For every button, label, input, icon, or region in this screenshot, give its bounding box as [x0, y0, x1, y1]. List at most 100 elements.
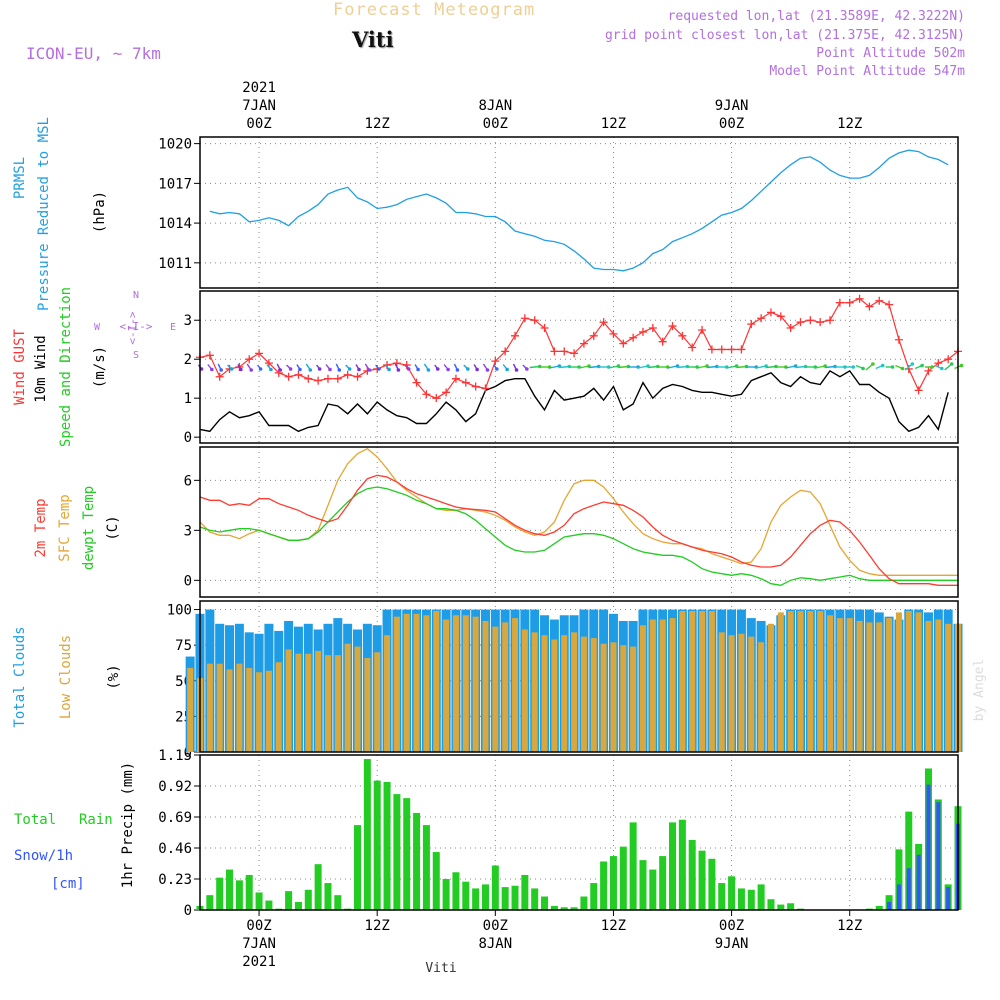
rain-bar [659, 856, 667, 910]
low-clouds-label: Low Clouds [58, 635, 74, 719]
top-hour-label: 12Z [365, 116, 390, 132]
gust-point [717, 345, 726, 354]
gust-point [255, 349, 264, 358]
y-tick-label: 3 [184, 313, 192, 329]
rain-bar [422, 825, 430, 910]
top-date-label: 7JAN [242, 98, 276, 114]
gust-label: Wind GUST [12, 329, 28, 405]
low-cloud-bar [827, 615, 834, 752]
rain-bar [541, 896, 549, 910]
gust-point [294, 370, 303, 379]
low-cloud-bar [364, 657, 371, 752]
low-cloud-bar [797, 610, 804, 752]
low-cloud-bar [216, 663, 223, 752]
bottom-hour-label: 00Z [719, 918, 744, 934]
gust-point [530, 316, 539, 325]
rain-bar [235, 880, 243, 910]
low-cloud-bar [590, 638, 597, 752]
low-cloud-bar [403, 613, 410, 752]
rain-bar [265, 900, 273, 910]
bottom-year-label: 2021 [242, 954, 276, 970]
station-name: Viti [352, 27, 394, 52]
wind-arrow-head [387, 367, 391, 372]
low-cloud-bar [925, 620, 932, 752]
low-cloud-bar [699, 610, 706, 752]
top-year-label: 2021 [242, 80, 276, 96]
low-cloud-bar [187, 667, 194, 752]
wind-arrow-head [406, 367, 411, 371]
low-cloud-bar [610, 642, 617, 752]
wind-arrow-head [949, 362, 954, 366]
low-cloud-bar [413, 613, 420, 752]
low-cloud-bar [492, 626, 499, 752]
low-cloud-bar [561, 635, 568, 752]
rain-bar [314, 864, 322, 910]
gust-point [579, 339, 588, 348]
rain-bar [728, 876, 736, 910]
rain-bar [334, 895, 342, 910]
rain-bar [688, 839, 696, 910]
rain-bar [354, 825, 362, 910]
low-cloud-bar [728, 635, 735, 752]
rain-bar [895, 849, 903, 910]
low-cloud-bar [620, 645, 627, 752]
low-cloud-bar [659, 619, 666, 752]
model-label: ICON-EU, ~ 7km [26, 44, 161, 63]
rain-bar [737, 888, 745, 910]
top-date-label: 8JAN [478, 98, 512, 114]
gust-point [698, 325, 707, 334]
bottom-date-label: 9JAN [715, 936, 749, 952]
wind-speed-line [199, 369, 949, 433]
low-cloud-bar [206, 663, 213, 752]
low-cloud-bar [600, 643, 607, 752]
gust-point [885, 300, 894, 309]
gust-point [323, 374, 332, 383]
compass-n: N [133, 290, 139, 301]
wind-arrow-head [258, 367, 263, 371]
low-cloud-bar [295, 653, 302, 752]
wind-arrow-head [337, 368, 342, 372]
wind-arrow-head [930, 365, 934, 369]
gust-point [757, 314, 766, 323]
low-cloud-bar [541, 635, 548, 752]
chart-title: Forecast Meteogram [333, 0, 536, 20]
snow-bar [926, 784, 931, 910]
y-tick-label: 100 [167, 603, 192, 619]
gust-point [796, 318, 805, 327]
pressure-unit: (hPa) [92, 191, 108, 233]
gust-point [737, 345, 746, 354]
wind-arrow-head [269, 367, 273, 372]
temp-2m-line [199, 474, 958, 586]
y-tick-label: 0 [184, 573, 192, 589]
wind-arrow-head [920, 363, 924, 368]
rain-bar [403, 798, 411, 910]
rain-bar [678, 819, 686, 910]
gust-point [934, 359, 943, 368]
rain-bar [767, 899, 775, 910]
rain-bar [639, 860, 647, 910]
low-cloud-bar [738, 633, 745, 752]
rain-bar [570, 907, 578, 910]
gust-point [422, 390, 431, 399]
low-cloud-bar [748, 636, 755, 752]
wind-arrow-head [239, 367, 243, 372]
gust-point [786, 324, 795, 333]
rain-bar [600, 861, 608, 910]
snow-unit: [cm] [51, 876, 85, 892]
gust-point [766, 308, 775, 317]
rain-bar [294, 901, 302, 910]
gust-point [412, 378, 421, 387]
low-cloud-bar [285, 649, 292, 752]
wind-arrow-head [210, 367, 214, 372]
gust-point [776, 312, 785, 321]
low-cloud-bar [945, 623, 952, 752]
gust-line [199, 298, 959, 399]
low-cloud-bar [679, 610, 686, 752]
panel-frame [199, 136, 959, 289]
rain-bar [787, 903, 795, 910]
rain-bar [432, 852, 440, 910]
low-cloud-bar [787, 610, 794, 752]
requested-coords: requested lon,lat (21.3589E, 42.3222N) [667, 9, 965, 24]
wind-arrow-head [495, 367, 499, 371]
